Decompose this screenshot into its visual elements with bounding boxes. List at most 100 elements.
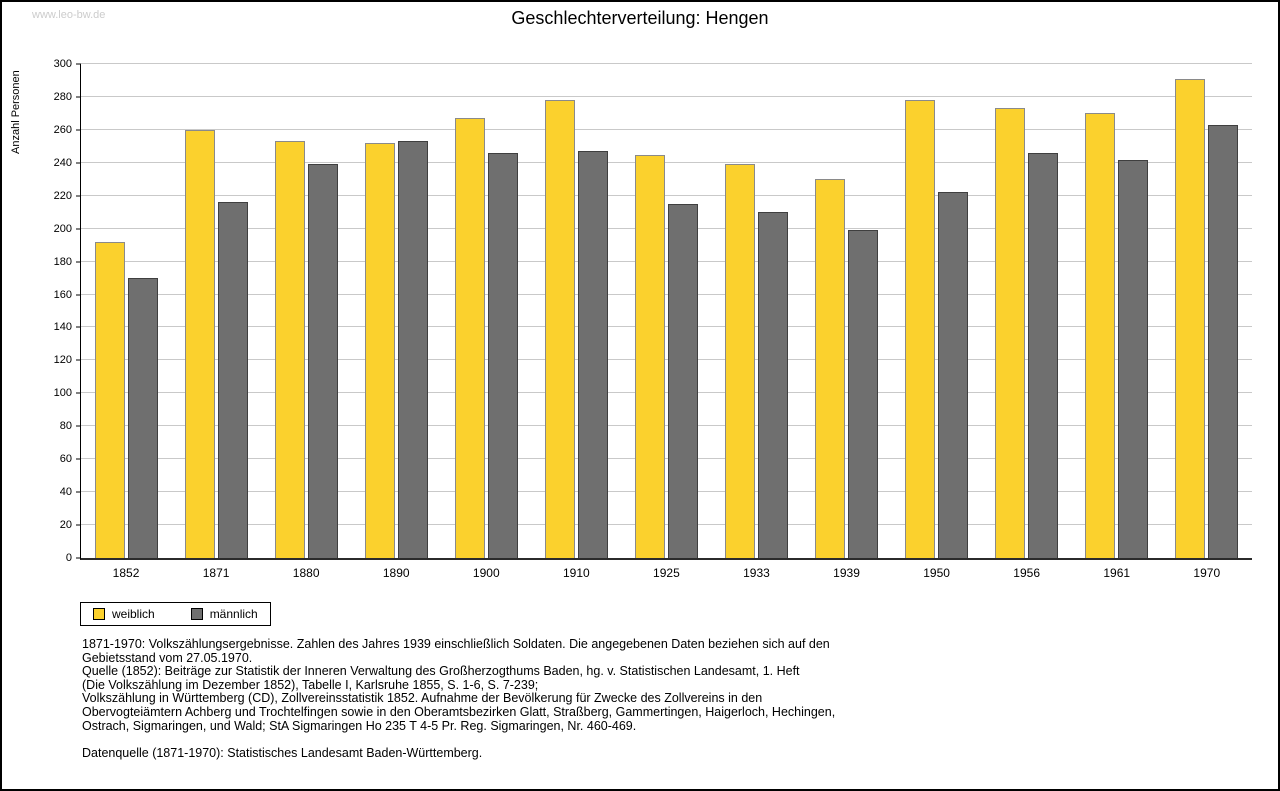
y-tick-label-280: 280 bbox=[53, 90, 72, 103]
bar-group-1880: 1880 bbox=[274, 64, 338, 580]
page-title: Geschlechterverteilung: Hengen bbox=[511, 8, 769, 28]
y-tick-mark-0 bbox=[76, 557, 81, 559]
x-axis-label-1970: 1970 bbox=[1193, 566, 1221, 580]
y-tick-mark-280 bbox=[76, 96, 81, 98]
y-tick-label-40: 40 bbox=[59, 486, 72, 499]
y-tick-mark-40 bbox=[76, 491, 81, 493]
y-tick-label-60: 60 bbox=[59, 453, 72, 466]
x-axis-label-1950: 1950 bbox=[923, 566, 950, 580]
y-tick-label-0: 0 bbox=[65, 552, 72, 564]
y-tick-label-160: 160 bbox=[53, 288, 72, 301]
footer-line-2: Gebietsstand vom 27.05.1970. bbox=[82, 650, 253, 665]
gridline-100 bbox=[81, 392, 1252, 394]
bar-group-1970: 1970 bbox=[1175, 64, 1239, 580]
y-tick-label-20: 20 bbox=[59, 519, 72, 532]
legend-item-männlich: männlich bbox=[190, 607, 258, 621]
bar-männlich-1970 bbox=[1208, 124, 1239, 558]
footer-notes: 1871-1970: Volkszählungsergebnisse. Zahl… bbox=[82, 637, 836, 760]
legend: weiblich männlich bbox=[80, 602, 271, 626]
x-axis-label-1871: 1871 bbox=[202, 566, 230, 580]
bar-weiblich-1939 bbox=[815, 179, 846, 558]
bar-weiblich-1933 bbox=[724, 164, 755, 558]
bar-weiblich-1970 bbox=[1175, 78, 1206, 558]
bar-männlich-1956 bbox=[1028, 152, 1059, 558]
footer-line-1: 1871-1970: Volkszählungsergebnisse. Zahl… bbox=[82, 637, 830, 651]
bar-group-1910: 1910 bbox=[544, 64, 608, 580]
bar-männlich-1925 bbox=[667, 203, 698, 558]
y-tick-label-180: 180 bbox=[53, 255, 72, 268]
y-tick-label-100: 100 bbox=[53, 387, 72, 400]
y-tick-label-300: 300 bbox=[53, 58, 72, 70]
y-tick-label-120: 120 bbox=[53, 354, 72, 367]
y-tick-label-260: 260 bbox=[53, 123, 72, 136]
bar-group-1961: 1961 bbox=[1085, 64, 1149, 580]
legend-label-weiblich: weiblich bbox=[112, 607, 155, 621]
bar-group-1871: 1871 bbox=[184, 64, 248, 580]
gridline-120 bbox=[81, 359, 1252, 361]
bar-männlich-1910 bbox=[577, 151, 608, 558]
gridline-200 bbox=[81, 227, 1252, 229]
y-tick-label-80: 80 bbox=[59, 420, 72, 433]
bar-männlich-1939 bbox=[848, 230, 879, 558]
legend-swatch-weiblich bbox=[93, 608, 105, 620]
y-axis-title: Anzahl Personen bbox=[10, 70, 22, 154]
bar-group-1933: 1933 bbox=[724, 64, 788, 580]
bar-group-1925: 1925 bbox=[634, 64, 698, 580]
y-tick-mark-160 bbox=[76, 294, 81, 296]
footer-line-6: Obervogteiämtern Achberg und Trochtelfin… bbox=[82, 704, 836, 719]
x-axis-label-1890: 1890 bbox=[382, 566, 410, 580]
bar-männlich-1961 bbox=[1118, 159, 1149, 558]
gridline-60 bbox=[81, 458, 1252, 460]
gridline-140 bbox=[81, 326, 1252, 328]
bar-group-1890: 1890 bbox=[364, 64, 428, 580]
x-axis-label-1956: 1956 bbox=[1013, 566, 1041, 580]
x-axis-label-1880: 1880 bbox=[292, 566, 320, 580]
gridline-160 bbox=[81, 293, 1252, 295]
bar-weiblich-1961 bbox=[1085, 113, 1116, 558]
bar-group-1939: 1939 bbox=[815, 64, 879, 580]
y-tick-mark-220 bbox=[76, 195, 81, 197]
bar-männlich-1852 bbox=[127, 278, 158, 558]
bar-weiblich-1950 bbox=[905, 100, 936, 558]
bar-männlich-1890 bbox=[397, 141, 428, 558]
x-axis-label-1852: 1852 bbox=[112, 566, 140, 580]
x-axis-label-1925: 1925 bbox=[653, 566, 680, 580]
bar-group-1900: 1900 bbox=[454, 64, 518, 580]
bar-männlich-1871 bbox=[217, 202, 248, 558]
bar-männlich-1933 bbox=[757, 212, 788, 558]
bar-groups: 1852 1871 1880 1890 1900 1910 1925 1933 1939 1950… bbox=[81, 64, 1252, 580]
legend-label-männlich: männlich bbox=[209, 607, 258, 621]
footer-line-5: Volkszählung in Württemberg (CD), Zollve… bbox=[82, 691, 763, 706]
bar-männlich-1880 bbox=[307, 164, 338, 558]
y-tick-mark-100 bbox=[76, 392, 81, 394]
y-tick-mark-200 bbox=[76, 228, 81, 230]
bar-weiblich-1852 bbox=[94, 241, 125, 558]
y-tick-mark-140 bbox=[76, 326, 81, 328]
gridline-300 bbox=[81, 63, 1252, 64]
gridline-220 bbox=[81, 194, 1252, 196]
bar-weiblich-1956 bbox=[995, 108, 1026, 558]
gridline-240 bbox=[81, 161, 1252, 163]
bar-weiblich-1925 bbox=[634, 154, 665, 558]
bar-group-1950: 1950 bbox=[905, 64, 969, 580]
x-axis-label-1961: 1961 bbox=[1103, 566, 1131, 580]
y-tick-label-220: 220 bbox=[53, 189, 72, 202]
y-tick-label-140: 140 bbox=[53, 321, 72, 334]
gridline-260 bbox=[81, 128, 1252, 130]
y-tick-mark-80 bbox=[76, 425, 81, 427]
footer-line-3: Quelle (1852): Beiträge zur Statistik de… bbox=[82, 664, 800, 679]
bar-weiblich-1900 bbox=[454, 118, 485, 558]
y-tick-mark-240 bbox=[76, 162, 81, 164]
bar-weiblich-1880 bbox=[274, 141, 305, 558]
y-tick-mark-260 bbox=[76, 129, 81, 131]
footer-line-7: Ostrach, Sigmaringen, und Wald; StA Sigm… bbox=[82, 718, 637, 733]
x-axis-label-1900: 1900 bbox=[472, 566, 500, 580]
y-tick-mark-20 bbox=[76, 524, 81, 526]
bar-group-1852: 1852 bbox=[94, 64, 158, 580]
bar-männlich-1900 bbox=[487, 152, 518, 558]
footer-line-9: Datenquelle (1871-1970): Statistisches L… bbox=[82, 745, 483, 760]
footer-line-4: (Die Volkszählung im Dezember 1852), Tab… bbox=[82, 677, 539, 692]
gridline-20 bbox=[81, 524, 1252, 526]
x-axis-label-1933: 1933 bbox=[743, 566, 770, 580]
